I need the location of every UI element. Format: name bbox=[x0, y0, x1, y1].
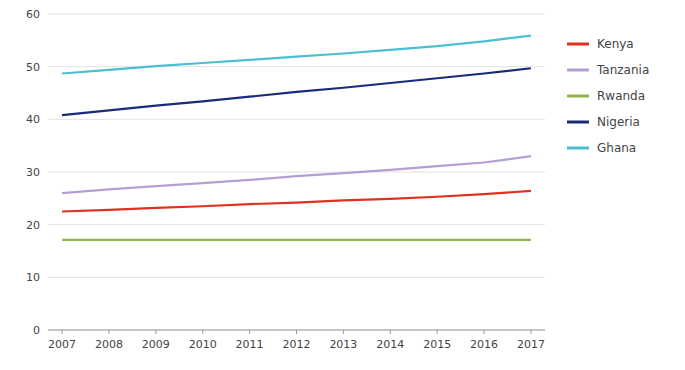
y-tick-label: 20 bbox=[26, 219, 40, 232]
legend-label: Rwanda bbox=[597, 89, 645, 103]
x-tick bbox=[155, 330, 156, 334]
x-tick bbox=[108, 330, 109, 334]
y-tick-label: 0 bbox=[33, 324, 40, 337]
x-tick-label: 2008 bbox=[95, 338, 123, 351]
x-tick bbox=[530, 330, 531, 334]
series-line bbox=[62, 36, 531, 74]
x-tick-label: 2016 bbox=[470, 338, 498, 351]
legend-swatch bbox=[567, 147, 589, 150]
x-tick-label: 2017 bbox=[517, 338, 545, 351]
x-tick bbox=[202, 330, 203, 334]
grid-line bbox=[48, 277, 545, 278]
x-tick bbox=[484, 330, 485, 334]
y-tick-label: 40 bbox=[26, 113, 40, 126]
x-tick-label: 2014 bbox=[376, 338, 404, 351]
x-tick bbox=[62, 330, 63, 334]
grid-line bbox=[48, 119, 545, 120]
y-axis: 0 10 20 30 40 50 60 bbox=[26, 8, 40, 337]
x-tick bbox=[390, 330, 391, 334]
y-tick-label: 50 bbox=[26, 61, 40, 74]
x-tick-label: 2012 bbox=[283, 338, 311, 351]
chart: 0 10 20 30 40 50 60 2007 2008 2009 2010 2011 2012 201… bbox=[0, 0, 685, 370]
x-tick-label: 2013 bbox=[329, 338, 357, 351]
series-lines bbox=[62, 36, 531, 240]
legend: Kenya Tanzania Rwanda Nigeria Ghana bbox=[567, 37, 649, 155]
legend-swatch bbox=[567, 95, 589, 98]
legend-label: Tanzania bbox=[596, 63, 649, 77]
y-tick-label: 30 bbox=[26, 166, 40, 179]
x-tick-label: 2011 bbox=[236, 338, 264, 351]
series-line bbox=[62, 156, 531, 193]
series-line bbox=[62, 68, 531, 115]
x-tick bbox=[296, 330, 297, 334]
legend-label: Kenya bbox=[597, 37, 634, 51]
x-axis: 2007 2008 2009 2010 2011 2012 2013 2014 2015 2016… bbox=[48, 330, 545, 351]
legend-swatch bbox=[567, 43, 589, 46]
legend-label: Ghana bbox=[597, 141, 636, 155]
x-tick-label: 2015 bbox=[423, 338, 451, 351]
x-tick-label: 2007 bbox=[48, 338, 76, 351]
x-tick bbox=[343, 330, 344, 334]
grid-line bbox=[48, 66, 545, 67]
grid-line bbox=[48, 224, 545, 225]
legend-swatch bbox=[567, 121, 589, 124]
x-tick bbox=[437, 330, 438, 334]
x-tick bbox=[249, 330, 250, 334]
series-line bbox=[62, 239, 531, 241]
x-tick-label: 2009 bbox=[142, 338, 170, 351]
x-tick-label: 2010 bbox=[189, 338, 217, 351]
legend-swatch bbox=[567, 69, 589, 72]
y-tick-label: 60 bbox=[26, 8, 40, 21]
grid-line bbox=[48, 14, 545, 15]
grid-line bbox=[48, 172, 545, 173]
legend-label: Nigeria bbox=[597, 115, 640, 129]
grid bbox=[48, 14, 545, 330]
series-line bbox=[62, 191, 531, 212]
y-tick-label: 10 bbox=[26, 271, 40, 284]
